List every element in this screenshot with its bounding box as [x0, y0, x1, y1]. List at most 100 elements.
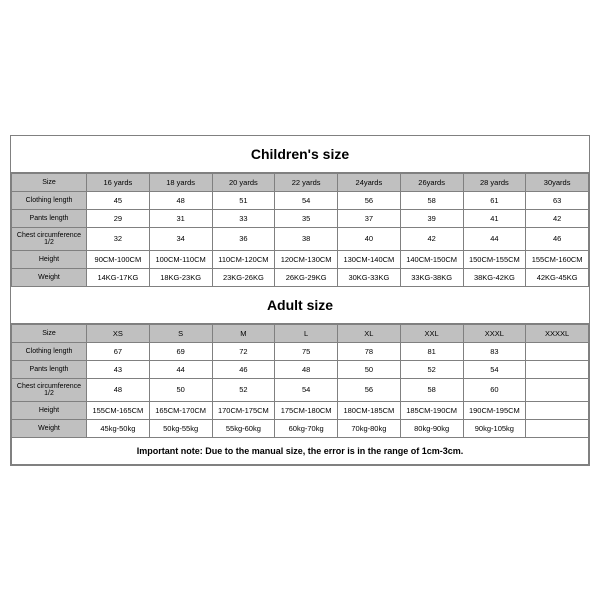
children-chest-row: Chest circumference 1/2 32 34 36 38 40 4…	[12, 227, 589, 250]
adult-size-6: XXXL	[463, 324, 526, 342]
cell: 23KG-26KG	[212, 268, 275, 286]
row-label-pants: Pants length	[12, 360, 87, 378]
cell: 185CM-190CM	[400, 401, 463, 419]
cell: 54	[463, 360, 526, 378]
cell: 63	[526, 191, 589, 209]
cell: 46	[526, 227, 589, 250]
children-size-7: 30yards	[526, 173, 589, 191]
cell: 58	[400, 378, 463, 401]
cell: 60kg-70kg	[275, 419, 338, 437]
cell: 35	[275, 209, 338, 227]
adult-size-4: XL	[338, 324, 401, 342]
size-chart: Children's size Size 16 yards 18 yards 2…	[10, 135, 590, 466]
cell: 48	[149, 191, 212, 209]
cell: 41	[463, 209, 526, 227]
cell: 36	[212, 227, 275, 250]
cell: 75	[275, 342, 338, 360]
cell: 110CM-120CM	[212, 250, 275, 268]
cell: 90kg-105kg	[463, 419, 526, 437]
cell: 42KG-45KG	[526, 268, 589, 286]
cell: 34	[149, 227, 212, 250]
cell: 67	[87, 342, 150, 360]
row-label-size: Size	[12, 324, 87, 342]
row-label-chest: Chest circumference 1/2	[12, 227, 87, 250]
cell	[526, 360, 589, 378]
cell: 90CM-100CM	[87, 250, 150, 268]
cell: 38	[275, 227, 338, 250]
cell: 14KG-17KG	[87, 268, 150, 286]
children-title: Children's size	[11, 136, 589, 173]
cell: 155CM-160CM	[526, 250, 589, 268]
cell: 70kg-80kg	[338, 419, 401, 437]
row-label-clothing: Clothing length	[12, 191, 87, 209]
cell: 69	[149, 342, 212, 360]
adult-table: Size XS S M L XL XXL XXXL XXXXL Clothing…	[11, 324, 589, 465]
cell	[526, 401, 589, 419]
cell: 39	[400, 209, 463, 227]
cell: 50	[338, 360, 401, 378]
cell: 56	[338, 378, 401, 401]
cell: 170CM-175CM	[212, 401, 275, 419]
row-label-clothing: Clothing length	[12, 342, 87, 360]
cell: 81	[400, 342, 463, 360]
cell: 72	[212, 342, 275, 360]
cell: 83	[463, 342, 526, 360]
cell: 78	[338, 342, 401, 360]
cell: 33KG-38KG	[400, 268, 463, 286]
cell: 100CM-110CM	[149, 250, 212, 268]
cell: 42	[400, 227, 463, 250]
cell: 45kg-50kg	[87, 419, 150, 437]
cell: 52	[400, 360, 463, 378]
cell: 54	[275, 191, 338, 209]
cell: 42	[526, 209, 589, 227]
children-size-0: 16 yards	[87, 173, 150, 191]
adult-title: Adult size	[11, 287, 589, 324]
cell: 155CM-165CM	[87, 401, 150, 419]
adult-clothing-row: Clothing length 67 69 72 75 78 81 83	[12, 342, 589, 360]
cell: 61	[463, 191, 526, 209]
cell: 175CM-180CM	[275, 401, 338, 419]
cell: 30KG-33KG	[338, 268, 401, 286]
cell: 40	[338, 227, 401, 250]
children-size-6: 28 yards	[463, 173, 526, 191]
cell: 32	[87, 227, 150, 250]
cell: 165CM-170CM	[149, 401, 212, 419]
adult-size-0: XS	[87, 324, 150, 342]
cell: 43	[87, 360, 150, 378]
children-size-2: 20 yards	[212, 173, 275, 191]
children-size-4: 24yards	[338, 173, 401, 191]
adult-weight-row: Weight 45kg-50kg 50kg-55kg 55kg-60kg 60k…	[12, 419, 589, 437]
cell	[526, 419, 589, 437]
cell: 18KG-23KG	[149, 268, 212, 286]
adult-chest-row: Chest circumference 1/2 48 50 52 54 56 5…	[12, 378, 589, 401]
adult-size-2: M	[212, 324, 275, 342]
row-label-height: Height	[12, 250, 87, 268]
cell: 190CM-195CM	[463, 401, 526, 419]
cell: 48	[275, 360, 338, 378]
row-label-height: Height	[12, 401, 87, 419]
cell: 50kg-55kg	[149, 419, 212, 437]
cell: 50	[149, 378, 212, 401]
adult-height-row: Height 155CM-165CM 165CM-170CM 170CM-175…	[12, 401, 589, 419]
cell: 48	[87, 378, 150, 401]
cell: 180CM-185CM	[338, 401, 401, 419]
cell: 80kg-90kg	[400, 419, 463, 437]
children-clothing-row: Clothing length 45 48 51 54 56 58 61 63	[12, 191, 589, 209]
cell: 130CM-140CM	[338, 250, 401, 268]
cell: 31	[149, 209, 212, 227]
cell: 58	[400, 191, 463, 209]
children-pants-row: Pants length 29 31 33 35 37 39 41 42	[12, 209, 589, 227]
important-note: Important note: Due to the manual size, …	[12, 437, 589, 464]
cell: 33	[212, 209, 275, 227]
row-label-weight: Weight	[12, 268, 87, 286]
cell: 120CM-130CM	[275, 250, 338, 268]
children-weight-row: Weight 14KG-17KG 18KG-23KG 23KG-26KG 26K…	[12, 268, 589, 286]
children-size-1: 18 yards	[149, 173, 212, 191]
cell: 44	[463, 227, 526, 250]
cell: 56	[338, 191, 401, 209]
children-header-row: Size 16 yards 18 yards 20 yards 22 yards…	[12, 173, 589, 191]
cell: 29	[87, 209, 150, 227]
cell: 55kg-60kg	[212, 419, 275, 437]
cell: 54	[275, 378, 338, 401]
cell: 140CM-150CM	[400, 250, 463, 268]
